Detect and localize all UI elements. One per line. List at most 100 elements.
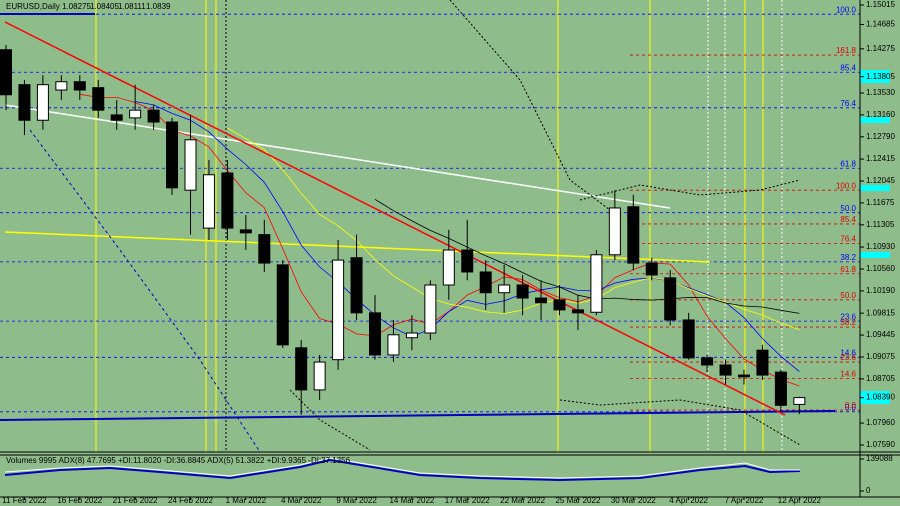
candle-body xyxy=(498,284,511,294)
candle-body xyxy=(147,109,160,123)
moving-average xyxy=(79,93,800,387)
candles xyxy=(0,44,806,415)
symbol-title: EURUSD,Daily xyxy=(6,2,60,11)
fib-level-label: 38.2 xyxy=(840,318,856,327)
candle-body xyxy=(479,271,492,294)
candle-body xyxy=(608,207,621,256)
y-tick-label: 1.09815 xyxy=(866,308,895,317)
moving-averages xyxy=(79,93,800,387)
y-tick-label: 1.14685 xyxy=(866,20,895,29)
ohlc-high: 1.08405 xyxy=(90,2,119,11)
moving-average xyxy=(374,198,800,314)
price-marker xyxy=(860,117,890,123)
x-tick-label: 25 Mar 2022 xyxy=(555,496,600,505)
candle-body xyxy=(405,332,418,339)
price-marker xyxy=(860,185,890,191)
candle-body xyxy=(664,277,677,321)
y-tick-label: 1.09075 xyxy=(866,352,895,361)
adx-lines xyxy=(4,457,801,482)
y-tick-label: 139088 xyxy=(866,454,893,463)
y-tick-label: 1.07590 xyxy=(866,440,895,449)
x-tick-label: 24 Feb 2022 xyxy=(168,496,213,505)
y-tick-label: 1.13530 xyxy=(866,88,895,97)
candle-body xyxy=(387,334,400,356)
x-tick-label: 4 Mar 2022 xyxy=(281,496,322,505)
y-tick-label: 1.15015 xyxy=(866,0,895,9)
x-tick-label: 1 Mar 2022 xyxy=(226,496,267,505)
x-tick-label: 4 Apr 2022 xyxy=(669,496,708,505)
candle-body xyxy=(295,347,308,391)
candle-body xyxy=(110,114,123,121)
ohlc-close: 1.0839 xyxy=(146,2,171,11)
candle-body xyxy=(774,371,787,406)
fib-level-label: 85.4 xyxy=(840,63,856,72)
candle-body xyxy=(184,139,197,191)
candle-body xyxy=(239,229,252,234)
candle-body xyxy=(442,249,455,286)
ohlc-open: 1.08275 xyxy=(62,2,91,11)
x-tick-label: 17 Mar 2022 xyxy=(445,496,490,505)
candle-body xyxy=(332,259,345,361)
y-tick-label: 1.10560 xyxy=(866,264,895,273)
y-tick-label: 1.08705 xyxy=(866,374,895,383)
fib-level-label: 23.6 xyxy=(840,353,856,362)
candle-body xyxy=(645,262,658,276)
y-tick-label: 1.09445 xyxy=(866,330,895,339)
x-tick-label: 22 Mar 2022 xyxy=(500,496,545,505)
y-tick-label: 1.10190 xyxy=(866,286,895,295)
y-tick-label: 1.11305 xyxy=(866,220,895,229)
fib-level-label: 50.0 xyxy=(840,291,856,300)
candle-body xyxy=(701,357,714,366)
y-tick-label: 1.12045 xyxy=(866,176,895,185)
indicator-title: Volumes 9995 ADX(8) 47.7695 +DI:11.8020 … xyxy=(6,456,351,465)
candle-body xyxy=(535,297,548,304)
y-tick-label: 1.11675 xyxy=(866,198,895,207)
fib-level-label: 14.6 xyxy=(840,370,856,379)
candle-body xyxy=(738,374,750,378)
candle-body xyxy=(682,319,695,359)
candle-body xyxy=(0,49,12,96)
x-tick-label: 12 Apr 2022 xyxy=(778,496,822,505)
candle-body xyxy=(202,174,215,229)
fib-level-label: 76.4 xyxy=(840,235,856,244)
y-tick-label: 1.07960 xyxy=(866,418,895,427)
candle-body xyxy=(18,84,31,121)
candle-body xyxy=(627,206,640,264)
candle-body xyxy=(276,264,289,346)
candle-body xyxy=(92,87,105,111)
fib-level-label: 61.8 xyxy=(840,265,856,274)
candle-body xyxy=(350,257,363,314)
moving-average xyxy=(227,127,800,331)
fib-level-label: 38.2 xyxy=(840,253,856,262)
fib-level-label: 76.4 xyxy=(840,99,856,108)
y-tick-label: 1.12415 xyxy=(866,154,895,163)
candle-body xyxy=(793,397,806,405)
y-tick-label: 1.13160 xyxy=(866,110,895,119)
price-marker xyxy=(860,70,890,83)
fib-level-label: 0.0 xyxy=(845,401,857,410)
x-tick-label: 14 Mar 2022 xyxy=(389,496,434,505)
y-tick-label: 1.10930 xyxy=(866,242,895,251)
candle-body xyxy=(55,81,68,91)
candle-body xyxy=(36,84,49,121)
candle-body xyxy=(369,312,381,356)
candle-body xyxy=(719,364,732,376)
fib-level-label: 23.6 xyxy=(840,312,856,321)
candle-body xyxy=(590,254,603,313)
trend-lines xyxy=(0,0,836,453)
candle-body xyxy=(73,81,86,91)
candle-body xyxy=(571,309,584,314)
candle-body xyxy=(258,234,271,264)
y-tick-label: 1.12790 xyxy=(866,132,895,141)
x-tick-label: 11 Feb 2022 xyxy=(2,496,47,505)
price-marker xyxy=(860,391,890,404)
x-tick-label: 21 Feb 2022 xyxy=(113,496,158,505)
fib-level-label: 100.0 xyxy=(836,5,857,14)
x-tick-label: 9 Mar 2022 xyxy=(336,496,377,505)
fib-level-label: 85.4 xyxy=(840,215,856,224)
candle-body xyxy=(516,284,529,299)
price-marker xyxy=(860,252,890,258)
candle-body xyxy=(166,121,179,189)
y-tick-label: 0 xyxy=(866,486,871,495)
fib-level-label: 0.0 xyxy=(845,403,857,412)
